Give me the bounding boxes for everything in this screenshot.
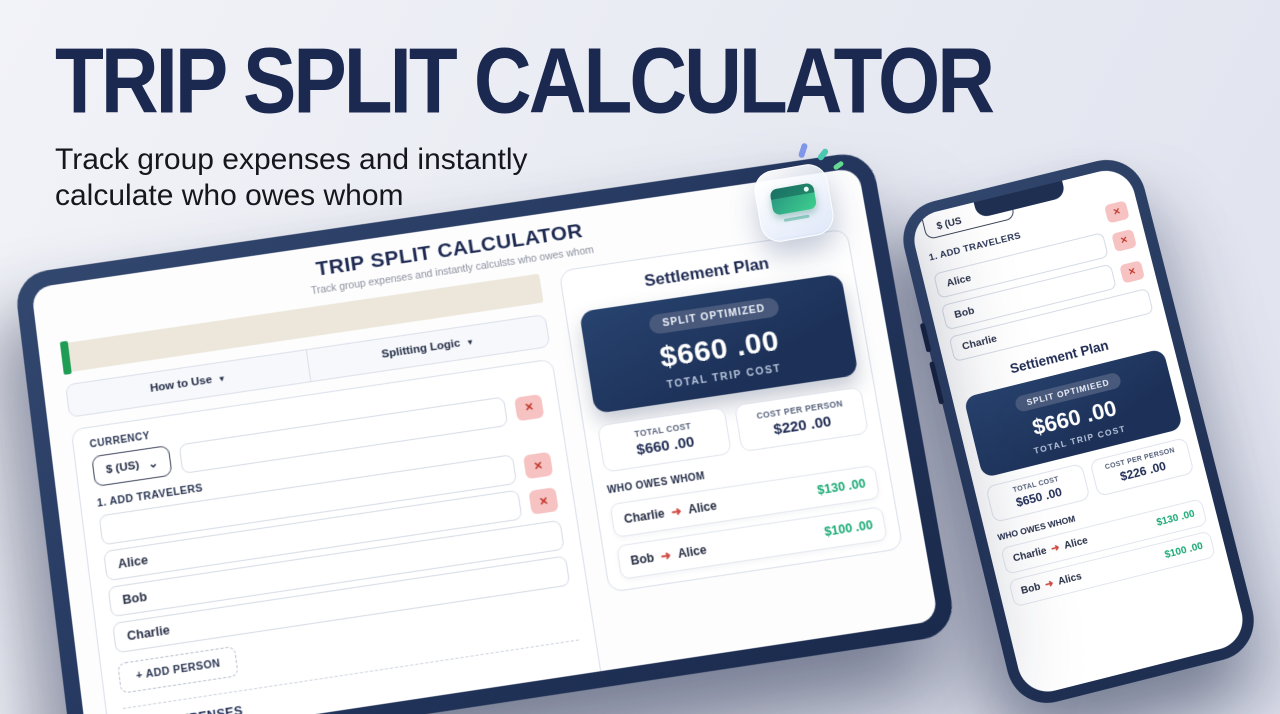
close-icon: ✕	[1127, 265, 1137, 277]
owes-names: Bob ➜ Alics	[1020, 571, 1083, 597]
how-to-use-label: How to Use	[149, 374, 213, 395]
expenses-app-icon	[751, 161, 837, 245]
owes-to: Alics	[1056, 571, 1084, 588]
owes-from: Charlie	[623, 506, 666, 527]
stat-card-total-cost: TOTAL COST $660 .00	[597, 406, 732, 473]
close-icon: ✕	[523, 401, 535, 415]
credit-card-icon	[769, 182, 818, 216]
remove-traveler-button[interactable]: ✕	[1119, 259, 1145, 284]
owes-names: Bob ➜ Alice	[630, 543, 708, 568]
owes-amount: $130 .00	[816, 476, 867, 498]
left-column: How to Use ▼ Splitting Logic ▼ CURRENCY …	[60, 273, 607, 714]
close-icon: ✕	[538, 494, 550, 509]
close-icon: ✕	[1119, 233, 1129, 246]
owes-amount: $100 .00	[823, 517, 875, 539]
currency-value: $ (US)	[105, 459, 140, 476]
phone-volume-button	[919, 322, 932, 353]
arrow-right-icon: ➜	[670, 503, 683, 520]
owes-to: Alice	[687, 498, 718, 517]
hero-title: TRIP SPLIT CALCULATOR	[55, 29, 995, 133]
remove-traveler-button[interactable]: ✕	[522, 451, 554, 480]
owes-from: Bob	[1019, 581, 1042, 597]
owes-names: Charlie ➜ Alice	[623, 499, 718, 527]
hero-section: TRIP SPLIT CALCULATOR Track group expens…	[55, 28, 995, 214]
chevron-down-icon: ⌄	[147, 455, 159, 471]
owes-to: Alice	[1063, 535, 1090, 552]
owes-names: Charlie ➜ Alice	[1012, 535, 1089, 564]
close-icon: ✕	[1111, 205, 1122, 218]
phone-power-button	[929, 361, 945, 405]
caret-down-icon: ▼	[217, 373, 227, 384]
remove-traveler-button[interactable]: ✕	[1104, 200, 1130, 224]
settlement-panel: Settlement Plan SPLIT OPTIMIZED $660 .00…	[558, 228, 904, 593]
remove-traveler-button[interactable]: ✕	[514, 393, 545, 421]
credit-card-reflection	[783, 214, 810, 222]
currency-select[interactable]: $ (US) ⌄	[91, 444, 173, 487]
owes-from: Charlie	[1012, 545, 1048, 565]
tablet-screen: TRIP SPLIT CALCULATOR Track group expens…	[31, 167, 939, 714]
currency-value: $ (US	[935, 215, 963, 233]
caret-down-icon: ▼	[465, 336, 475, 347]
stat-card-cost-per-person: COST PER PERSON $220 .00	[733, 386, 869, 453]
splitting-logic-label: Splitting Logic	[380, 337, 462, 361]
phone-device: $ (US 1. ADD TRAVELERS ✕ ✕ ✕ Settiement …	[895, 151, 1263, 712]
owes-to: Alice	[676, 542, 708, 561]
remove-traveler-button[interactable]: ✕	[1111, 228, 1137, 252]
add-person-button[interactable]: + ADD PERSON	[117, 645, 240, 694]
hero-subtitle: Track group expenses and instantly calcu…	[55, 143, 528, 212]
right-column: Settlement Plan SPLIT OPTIMIZED $660 .00…	[558, 228, 917, 668]
arrow-right-icon: ➜	[659, 548, 673, 564]
phone-screen: $ (US 1. ADD TRAVELERS ✕ ✕ ✕ Settiement …	[908, 164, 1250, 698]
arrow-right-icon: ➜	[1050, 542, 1061, 556]
arrow-right-icon: ➜	[1043, 578, 1055, 591]
owes-amount: $130 .00	[1155, 508, 1197, 529]
owes-from: Bob	[629, 550, 656, 568]
setup-form-card: CURRENCY $ (US) ⌄ ✕ 1. ADD TRAVELERS	[70, 358, 607, 714]
close-icon: ✕	[532, 459, 544, 473]
remove-traveler-button[interactable]: ✕	[528, 487, 559, 515]
owes-amount: $100 .00	[1163, 540, 1205, 561]
